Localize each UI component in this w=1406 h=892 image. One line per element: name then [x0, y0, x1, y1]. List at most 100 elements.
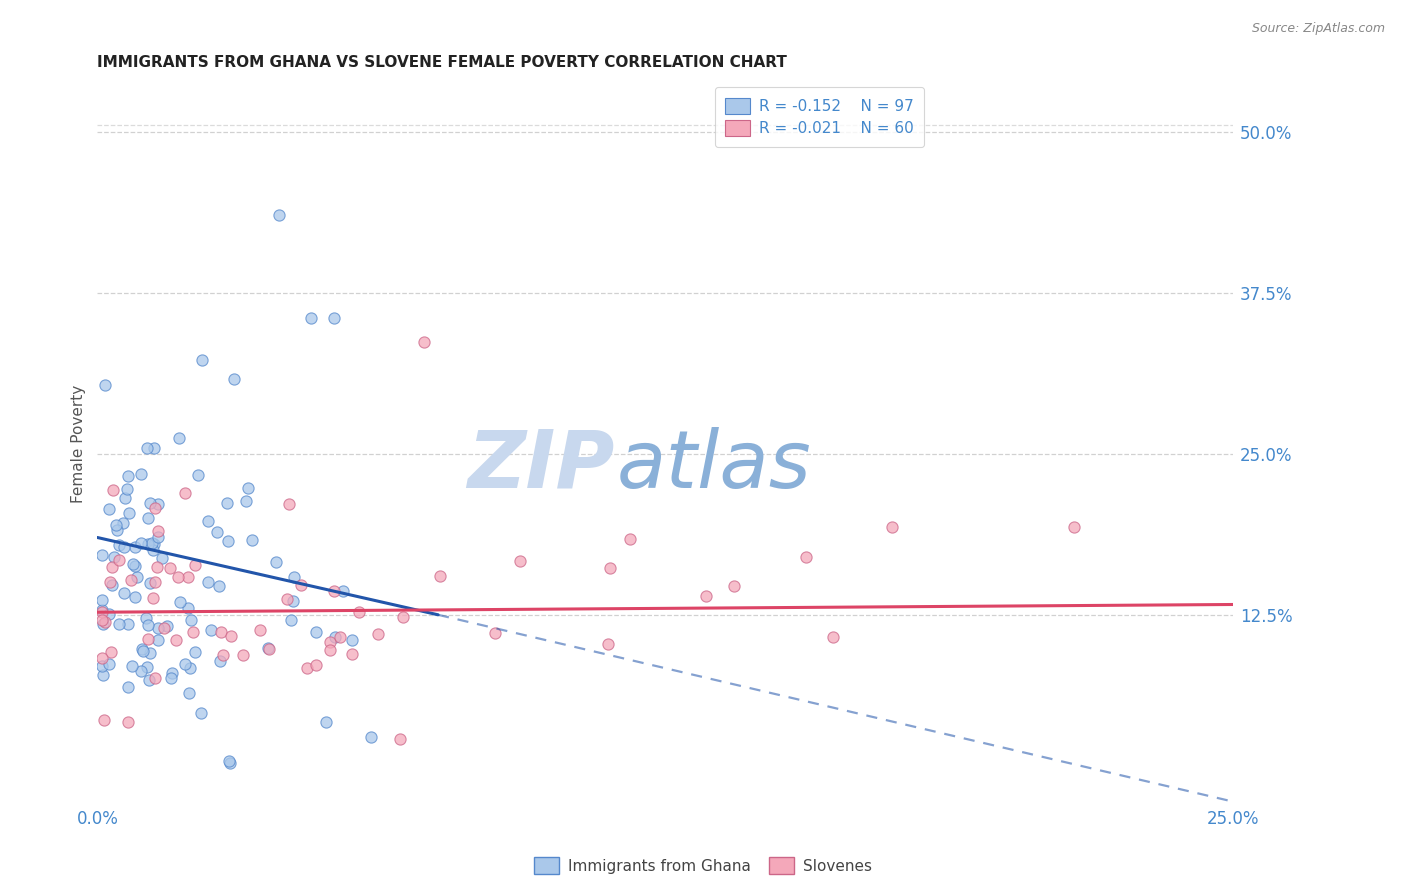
Point [129, 664, 152, 678]
Point [165, 632, 187, 647]
Point [295, 661, 318, 675]
Point [135, 659, 157, 673]
Point [509, 554, 531, 568]
Point [146, 524, 169, 538]
Point [94, 378, 117, 392]
Text: IMMIGRANTS FROM GHANA VS SLOVENE FEMALE POVERTY CORRELATION CHART: IMMIGRANTS FROM GHANA VS SLOVENE FEMALE … [97, 55, 787, 70]
Point [283, 594, 305, 608]
Point [146, 632, 169, 647]
Point [143, 537, 166, 551]
Point [93, 668, 115, 682]
Point [90, 592, 112, 607]
Point [122, 558, 145, 572]
Point [143, 671, 166, 685]
Point [319, 642, 342, 657]
Point [120, 573, 142, 587]
Point [150, 551, 173, 566]
Point [138, 673, 160, 688]
Point [323, 630, 346, 644]
Point [209, 624, 232, 639]
Point [169, 595, 191, 609]
Point [429, 569, 451, 583]
Point [391, 610, 413, 624]
Point [187, 467, 209, 482]
Point [322, 311, 344, 326]
Point [117, 681, 139, 695]
Point [146, 498, 169, 512]
Point [98, 501, 121, 516]
Point [138, 576, 160, 591]
Point [93, 713, 115, 727]
Point [283, 570, 305, 584]
Point [240, 533, 263, 547]
Point [146, 560, 169, 574]
Point [217, 533, 239, 548]
Point [139, 646, 162, 660]
Point [103, 550, 125, 565]
Point [882, 520, 904, 534]
Text: Source: ZipAtlas.com: Source: ZipAtlas.com [1251, 22, 1385, 36]
Point [117, 714, 139, 729]
Point [209, 654, 232, 668]
Point [90, 548, 112, 562]
Point [218, 754, 240, 768]
Point [222, 372, 245, 386]
Point [166, 570, 188, 584]
Point [117, 617, 139, 632]
Point [174, 657, 197, 671]
Point [219, 756, 242, 770]
Point [136, 617, 159, 632]
Point [323, 584, 346, 599]
Point [329, 630, 352, 644]
Point [90, 651, 112, 665]
Point [347, 605, 370, 619]
Point [107, 553, 129, 567]
Point [319, 635, 342, 649]
Point [129, 467, 152, 481]
Point [278, 497, 301, 511]
Point [139, 496, 162, 510]
Point [114, 491, 136, 506]
Point [156, 619, 179, 633]
Point [167, 431, 190, 445]
Point [93, 615, 115, 629]
Point [367, 627, 389, 641]
Point [413, 334, 436, 349]
Point [90, 603, 112, 617]
Point [235, 494, 257, 508]
Point [184, 558, 207, 573]
Point [232, 648, 254, 663]
Point [159, 561, 181, 575]
Point [112, 585, 135, 599]
Point [305, 624, 328, 639]
Point [90, 614, 112, 628]
Point [190, 706, 212, 721]
Point [146, 530, 169, 544]
Point [173, 485, 195, 500]
Point [136, 510, 159, 524]
Point [177, 600, 200, 615]
Legend: Immigrants from Ghana, Slovenes: Immigrants from Ghana, Slovenes [529, 851, 877, 880]
Point [124, 558, 146, 573]
Point [103, 483, 125, 497]
Point [135, 441, 157, 455]
Point [101, 578, 124, 592]
Point [305, 658, 328, 673]
Point [197, 575, 219, 590]
Point [108, 617, 131, 632]
Point [1063, 520, 1085, 534]
Point [267, 208, 290, 222]
Point [142, 591, 165, 606]
Point [98, 607, 121, 622]
Point [136, 537, 159, 551]
Point [340, 647, 363, 661]
Point [112, 540, 135, 554]
Point [177, 570, 200, 584]
Point [388, 732, 411, 747]
Point [299, 311, 322, 326]
Point [619, 532, 641, 546]
Point [100, 559, 122, 574]
Text: atlas: atlas [616, 426, 811, 505]
Point [105, 523, 128, 537]
Point [143, 575, 166, 590]
